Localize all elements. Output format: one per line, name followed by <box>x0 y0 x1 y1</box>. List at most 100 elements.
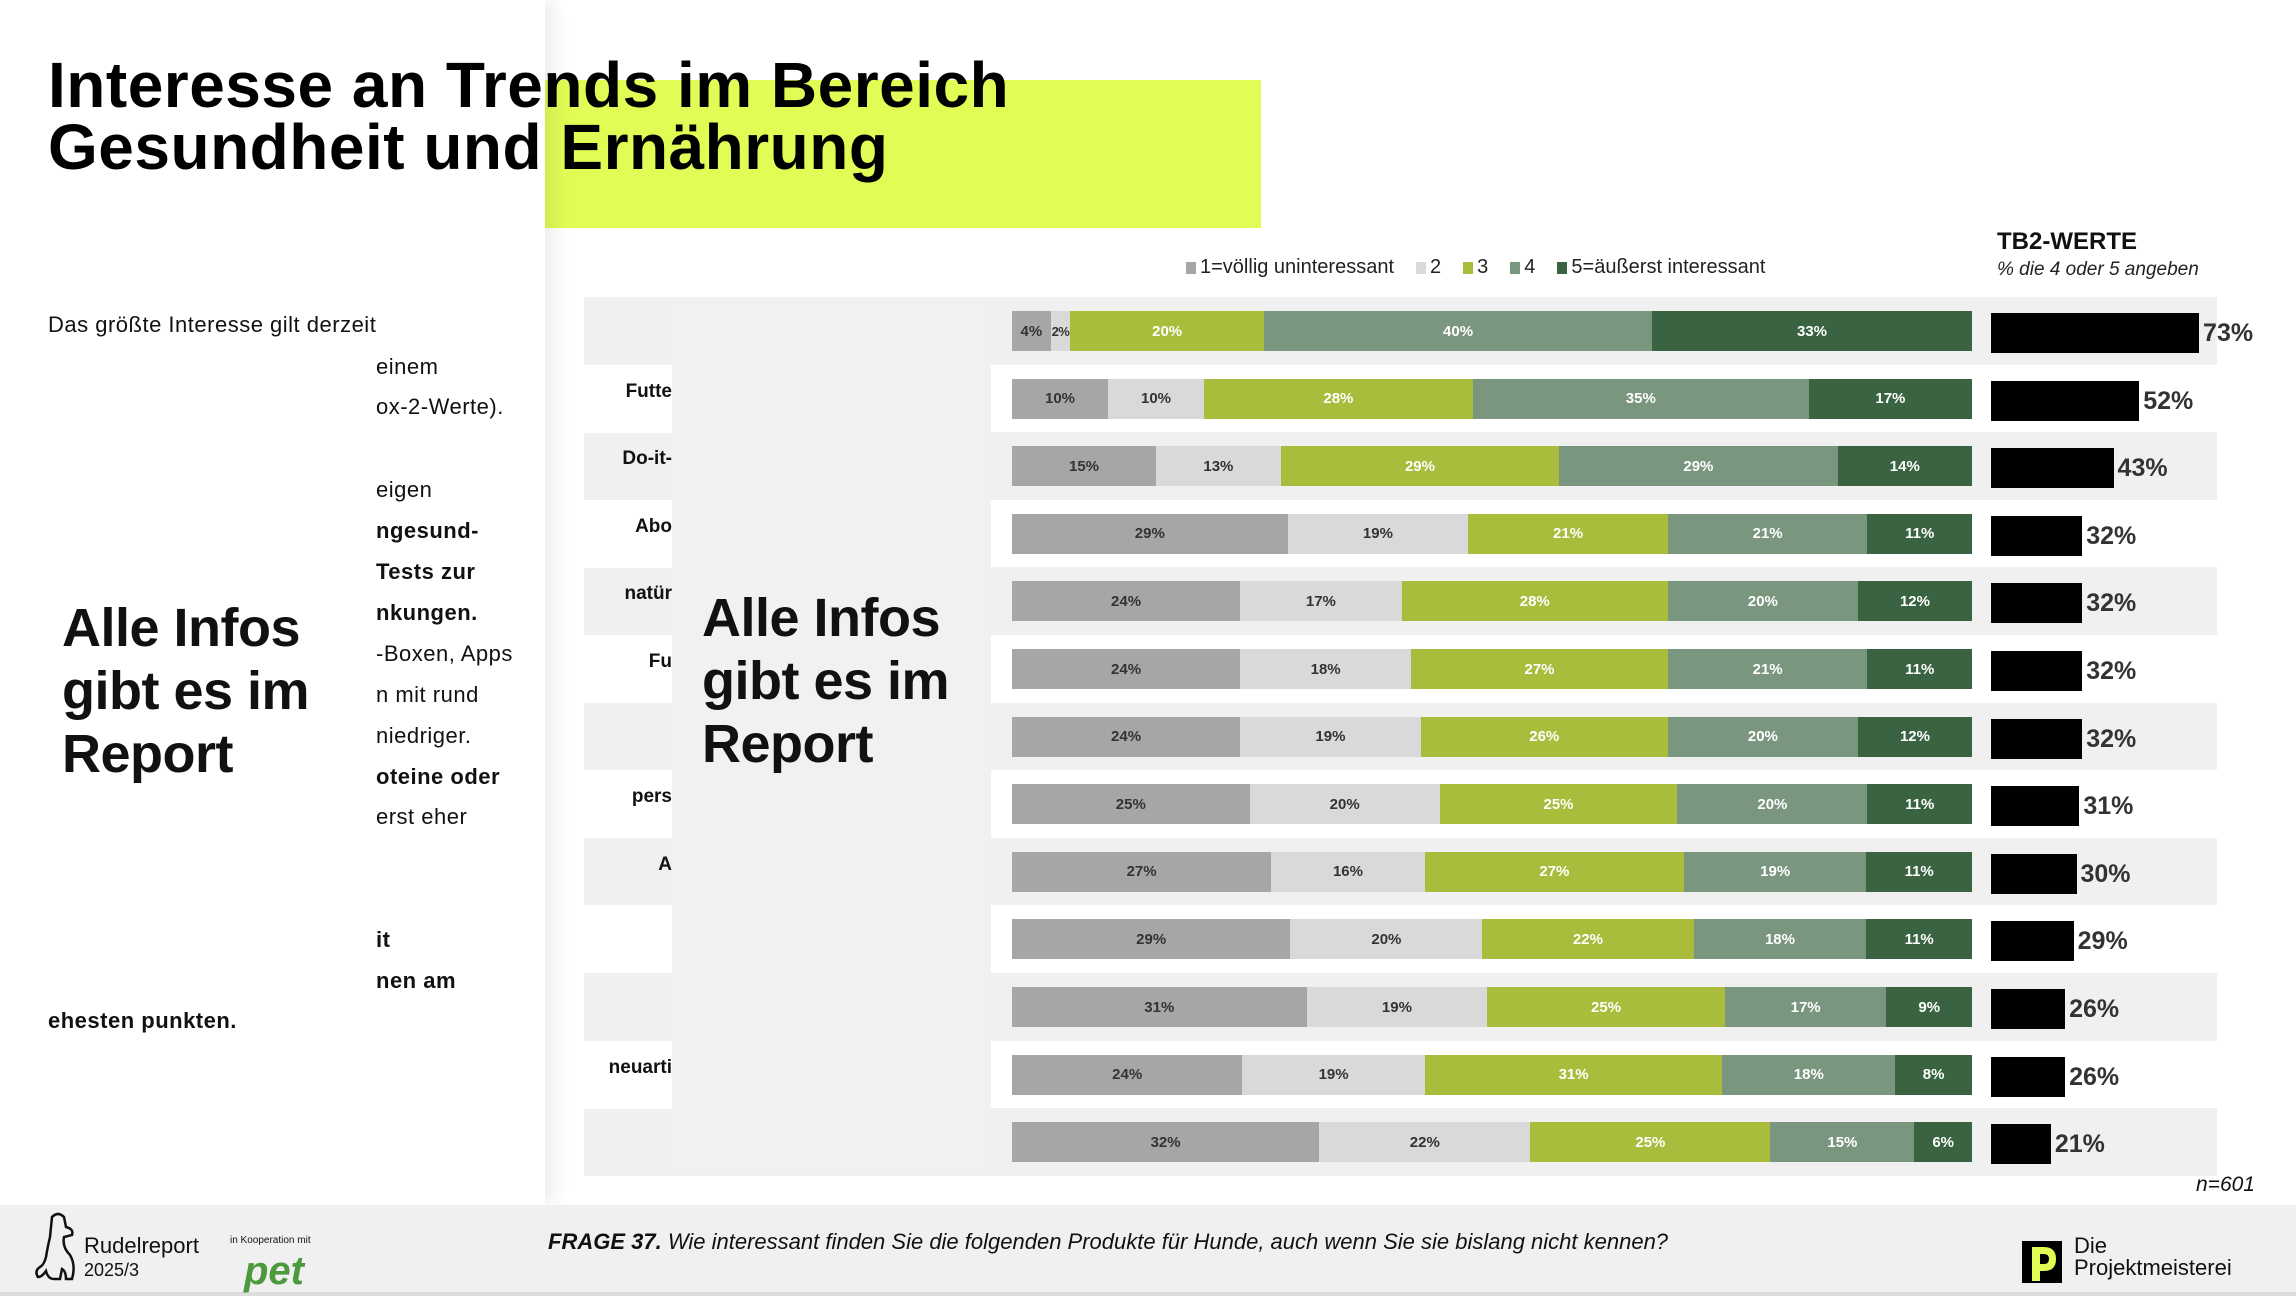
promo-text-left: Alle Infos gibt es im Report <box>62 598 310 784</box>
agency-line: Projektmeisterei <box>2074 1255 2232 1280</box>
bar-segment: 20% <box>1070 311 1265 351</box>
bar-segment: 11% <box>1867 513 1972 554</box>
tb2-value-label: 32% <box>2086 521 2137 550</box>
tb2-value-label: 31% <box>2083 792 2134 821</box>
bar-value-label: 11% <box>1904 930 1934 948</box>
legend-swatch <box>1186 261 1196 274</box>
bar-segment: 11% <box>1866 919 1972 960</box>
tb2-value-label: 30% <box>2080 859 2131 888</box>
summary-fragment: erst eher <box>376 804 468 829</box>
bar-segment: 28% <box>1401 581 1668 622</box>
title-line: Interesse an Trends im Bereich <box>48 49 1010 121</box>
bar-value-label: 22% <box>1572 930 1603 948</box>
bar-value-label: 20% <box>1329 795 1360 813</box>
bar-value-label: 31% <box>1144 998 1175 1016</box>
bar-segment: 17% <box>1240 581 1402 622</box>
legend-swatch <box>1416 261 1427 274</box>
bar-segment: 18% <box>1693 919 1867 960</box>
bar-value-label: 25% <box>1591 998 1622 1016</box>
projektmeisterei-logo-icon <box>2022 1241 2062 1283</box>
chart-legend: 1=völlig uninteressant 2 3 4 5=äußerst inter… <box>1186 256 1765 279</box>
bar-value-label: 15% <box>1827 1133 1858 1151</box>
bar-value-label: 20% <box>1747 592 1778 610</box>
bar-segment: 28% <box>1204 378 1473 419</box>
dog-logo-icon <box>35 1212 75 1281</box>
bar-value-label: 20% <box>1757 795 1788 813</box>
tb2-value-label: 52% <box>2143 386 2194 415</box>
tb2-value-label: 32% <box>2086 724 2137 753</box>
row-label <box>584 973 672 1041</box>
bar-value-label: 29% <box>1404 457 1435 475</box>
row-label: Fu <box>584 635 672 703</box>
row-label-text: Abo <box>635 515 672 537</box>
agency-line: Die <box>2074 1233 2108 1258</box>
tb2-bar <box>1991 1124 2051 1165</box>
bar-segment: 19% <box>1242 1054 1425 1095</box>
row-label-text: Fu <box>648 651 672 672</box>
bar-segment: 16% <box>1271 851 1425 892</box>
tb2-bar <box>1991 583 2083 624</box>
row-label: pers <box>584 770 672 839</box>
brand-name: Rudelreport <box>84 1233 199 1258</box>
bar-segment: 19% <box>1306 987 1488 1027</box>
bar-segment: 24% <box>1012 1054 1243 1095</box>
row-label-text: pers <box>631 786 672 808</box>
bar-value-label: 28% <box>1323 390 1354 408</box>
tb2-value-label: 43% <box>2117 454 2168 483</box>
bar-value-label: 11% <box>1904 863 1934 881</box>
bar-value-label: 11% <box>1905 660 1935 678</box>
bar-segment: 18% <box>1240 649 1412 689</box>
bar-value-label: 9% <box>1918 998 1941 1016</box>
page-title: Interesse an Trends im Bereich Gesundhei… <box>48 49 1010 183</box>
tb2-bar <box>1991 853 2077 894</box>
tb2-title: TB2-WERTE <box>1997 228 2137 255</box>
row-label <box>584 297 672 365</box>
bar-value-label: 12% <box>1899 592 1930 610</box>
bar-value-label: 4% <box>1020 322 1043 340</box>
tb2-bar <box>1991 718 2083 759</box>
summary-fragment: eigen <box>376 477 433 502</box>
bar-value-label: 14% <box>1889 457 1920 475</box>
tb2-value-label: 26% <box>2069 995 2120 1023</box>
bar-segment: 35% <box>1472 378 1809 419</box>
coop-label: in Kooperation mit <box>230 1235 311 1246</box>
bar-value-label: 27% <box>1539 863 1570 881</box>
legend-label: 3 <box>1477 256 1489 278</box>
bar-value-label: 27% <box>1524 660 1555 678</box>
partner-logo: pet <box>244 1249 304 1293</box>
bar-segment: 20% <box>1667 581 1858 622</box>
bar-value-label: 25% <box>1543 795 1574 813</box>
bar-value-label: 19% <box>1362 525 1393 543</box>
bar-segment: 29% <box>1280 446 1560 487</box>
bar-value-label: 10% <box>1044 390 1076 408</box>
tb2-bar <box>1991 921 2074 962</box>
summary-fragment: nkungen. <box>376 600 478 625</box>
bar-value-label: 24% <box>1112 1066 1143 1084</box>
bar-segment: 10% <box>1012 378 1108 419</box>
row-label-text: Futte <box>625 380 672 402</box>
bar-value-label: 11% <box>1905 525 1935 543</box>
bar-segment: 11% <box>1866 851 1972 892</box>
title-line: Gesundheit und Ernährung <box>48 111 889 183</box>
row-label: Abo <box>584 499 672 568</box>
summary-fragment: -Boxen, Apps <box>376 641 513 666</box>
bar-value-label: 18% <box>1310 660 1341 678</box>
bar-value-label: 20% <box>1152 322 1183 340</box>
bar-value-label: 2% <box>1051 323 1070 339</box>
legend-swatch <box>1463 261 1474 274</box>
footer: Rudelreport 2025/3 in Kooperation mit pe… <box>0 1205 2296 1296</box>
bar-value-label: 22% <box>1409 1133 1440 1151</box>
bar-value-label: 33% <box>1796 322 1828 340</box>
bar-segment: 27% <box>1012 851 1272 892</box>
bar-value-label: 40% <box>1443 322 1474 340</box>
bar-value-label: 6% <box>1932 1133 1955 1151</box>
bar-segment: 24% <box>1012 716 1241 757</box>
bar-value-label: 29% <box>1683 457 1714 475</box>
bar-value-label: 13% <box>1203 457 1234 475</box>
bar-value-label: 17% <box>1875 390 1906 408</box>
bar-segment: 8% <box>1895 1054 1972 1095</box>
bar-segment: 25% <box>1530 1122 1771 1163</box>
bar-value-label: 15% <box>1068 457 1100 475</box>
promo-overlay: Alle Infos gibt es im Report <box>672 297 991 1175</box>
bar-value-label: 24% <box>1111 592 1142 610</box>
